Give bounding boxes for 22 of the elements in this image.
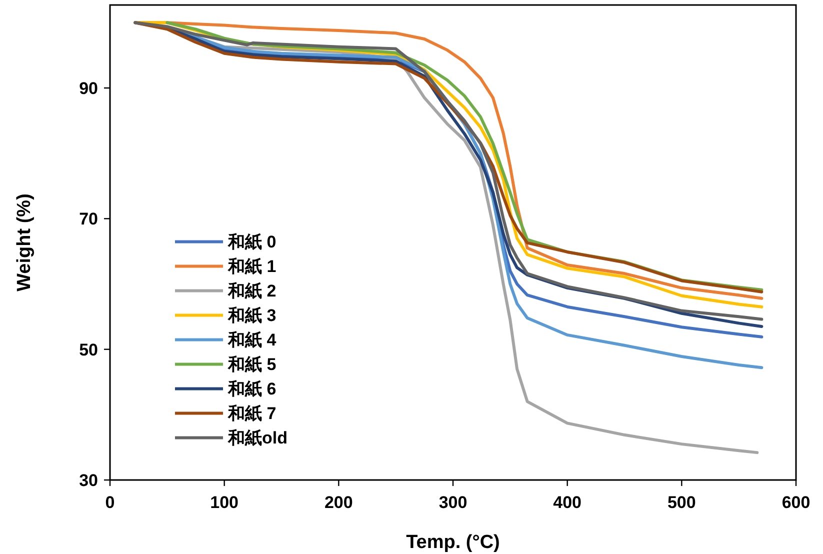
x-tick-label: 0 <box>105 493 115 512</box>
x-axis-title: Temp. (°C) <box>406 532 500 553</box>
legend-label: 和紙 4 <box>227 330 277 350</box>
legend-label: 和紙 7 <box>227 404 276 424</box>
y-tick-label: 90 <box>79 78 98 98</box>
x-tick-label: 200 <box>324 493 353 512</box>
y-tick-label: 30 <box>79 470 98 490</box>
x-tick-label: 400 <box>553 493 582 512</box>
x-tick-label: 500 <box>667 493 696 512</box>
legend-label: 和紙 5 <box>227 355 276 374</box>
legend-label: 和紙 3 <box>227 306 276 326</box>
legend-label: 和紙 0 <box>227 232 276 252</box>
legend-label: 和紙 2 <box>227 282 276 301</box>
legend-label: 和紙 1 <box>227 257 276 276</box>
y-tick-label: 50 <box>79 340 98 360</box>
x-tick-label: 100 <box>210 493 239 512</box>
y-tick-label: 70 <box>79 210 98 229</box>
x-tick-label: 300 <box>438 493 468 512</box>
x-tick-label: 600 <box>782 493 810 512</box>
legend-label: 和紙old <box>227 428 288 448</box>
legend-label: 和紙 6 <box>227 380 276 399</box>
y-axis-title: Weight (%) <box>14 194 35 292</box>
